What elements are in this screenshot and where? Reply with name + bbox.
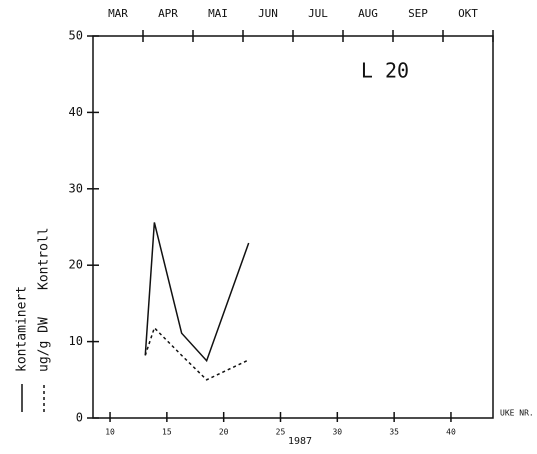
y-tick-label: 10	[69, 334, 83, 348]
x-tick-label: 10	[105, 428, 115, 437]
top-axis-label: JUN	[258, 7, 278, 20]
top-axis-label: MAR	[108, 7, 128, 20]
y-axis-label: ug/g DW	[37, 317, 52, 372]
legend: kontaminert ug/g DW Kontroll	[15, 227, 52, 412]
top-axis-label: APR	[158, 7, 178, 20]
top-axis-label: MAI	[208, 7, 228, 20]
plot-frame	[92, 35, 494, 419]
chart-title: L 20	[361, 59, 409, 83]
y-tick-label: 40	[69, 105, 83, 119]
y-tick-label: 30	[69, 181, 83, 195]
y-tick-label: 20	[69, 258, 83, 272]
x-tick-label: 25	[276, 428, 286, 437]
x-unit-label: UKE NR.	[500, 409, 534, 418]
series-line	[144, 326, 250, 381]
x-tick-label: 30	[332, 428, 342, 437]
top-axis-label: JUL	[308, 7, 328, 20]
x-tick-label: 15	[162, 428, 172, 437]
series-line	[144, 222, 250, 363]
y-tick-label: 50	[69, 29, 83, 43]
top-axis-label: AUG	[358, 7, 378, 20]
x-tick-label: 20	[219, 428, 229, 437]
legend-label: kontaminert	[15, 286, 30, 372]
x-tick-label: 40	[446, 428, 456, 437]
x-tick-label: 35	[389, 428, 399, 437]
top-axis-label: OKT	[458, 7, 478, 20]
x-axis-label: 1987	[288, 436, 312, 447]
top-axis-label: SEP	[408, 7, 428, 20]
legend-label: Kontroll	[37, 227, 52, 290]
y-tick-label: 0	[76, 411, 83, 425]
